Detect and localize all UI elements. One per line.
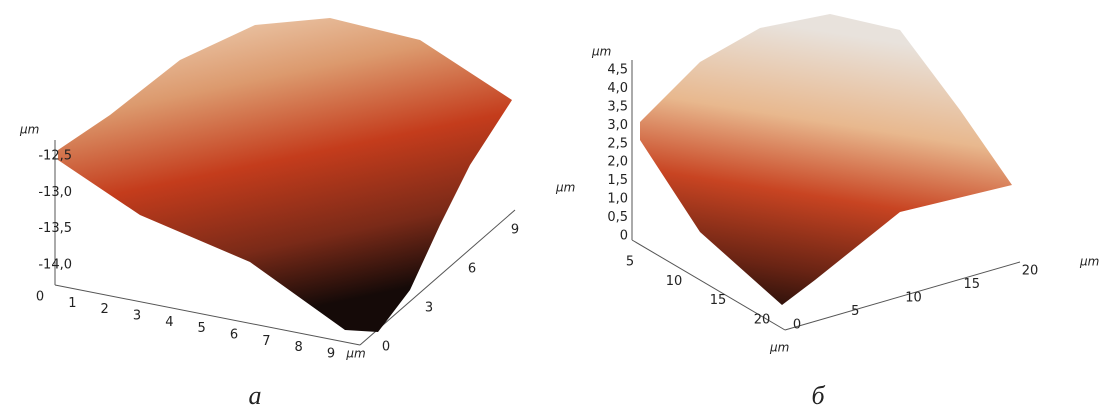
left-tick-label: 5: [626, 255, 634, 270]
z-tick-label: 2,0: [607, 155, 628, 170]
z-tick-label: 3,5: [607, 99, 628, 114]
z-tick-label: 3,0: [607, 118, 628, 133]
z-tick-label: 2,5: [607, 136, 628, 151]
right-unit: µm: [1079, 255, 1099, 269]
right-tick-label: 15: [963, 277, 980, 292]
z-tick-label: 1,5: [607, 173, 628, 188]
z-tick-label: -12,5: [38, 149, 72, 164]
z-tick-label: 1,0: [607, 192, 628, 207]
caption: а: [249, 381, 262, 410]
x-tick-label: 3: [133, 309, 141, 324]
z-tick-label: 0,5: [607, 210, 628, 225]
surface: [640, 14, 1012, 305]
right-tick-label: 5: [851, 304, 859, 319]
z-tick-label: -14,0: [38, 258, 72, 273]
x-tick-label: 5: [198, 321, 206, 336]
x-tick-label: 6: [230, 328, 238, 343]
caption: б: [811, 381, 825, 410]
x-tick-label: 7: [262, 334, 270, 349]
x-tick-label: 4: [165, 315, 173, 330]
left-tick-label: 15: [710, 293, 727, 308]
left-tick-label: 10: [666, 274, 683, 289]
z-unit: µm: [591, 45, 611, 59]
right-tick-label: 20: [1022, 264, 1039, 279]
panel-b: µm µm µm µm: [555, 14, 1099, 355]
z-tick-label: 4,0: [607, 81, 628, 96]
left-tick-label: 20: [754, 313, 771, 328]
x-tick-label: 9: [327, 347, 335, 362]
z-tick-label: -13,5: [38, 221, 72, 236]
y-tick-label: 9: [511, 223, 519, 238]
surface: [58, 18, 512, 332]
z-tick-label: 4,5: [607, 63, 628, 78]
x-unit: µm: [345, 347, 365, 361]
z-tick-label: -13,0: [38, 185, 72, 200]
x-tick-label: 1: [68, 296, 76, 311]
y-tick-label: 3: [425, 301, 433, 316]
z-tick-label: 0: [620, 229, 628, 244]
y-tick-label: 6: [468, 262, 476, 277]
right-tick-label: 0: [793, 318, 801, 333]
z-unit: µm: [19, 123, 39, 137]
figure: µm µm µm µm µm а б -12,5 -13,0 -13,5 -14,0 0…: [0, 0, 1109, 417]
x-tick-label: 2: [101, 302, 109, 317]
right-tick-label: 10: [905, 291, 922, 306]
left-unit: µm: [769, 341, 789, 355]
panel-a: µm: [19, 18, 515, 345]
x-tick-label: 8: [295, 340, 303, 355]
y-tick-label: 0: [382, 340, 390, 355]
x-tick-label: 0: [36, 290, 44, 305]
side-unit: µm: [555, 181, 575, 195]
